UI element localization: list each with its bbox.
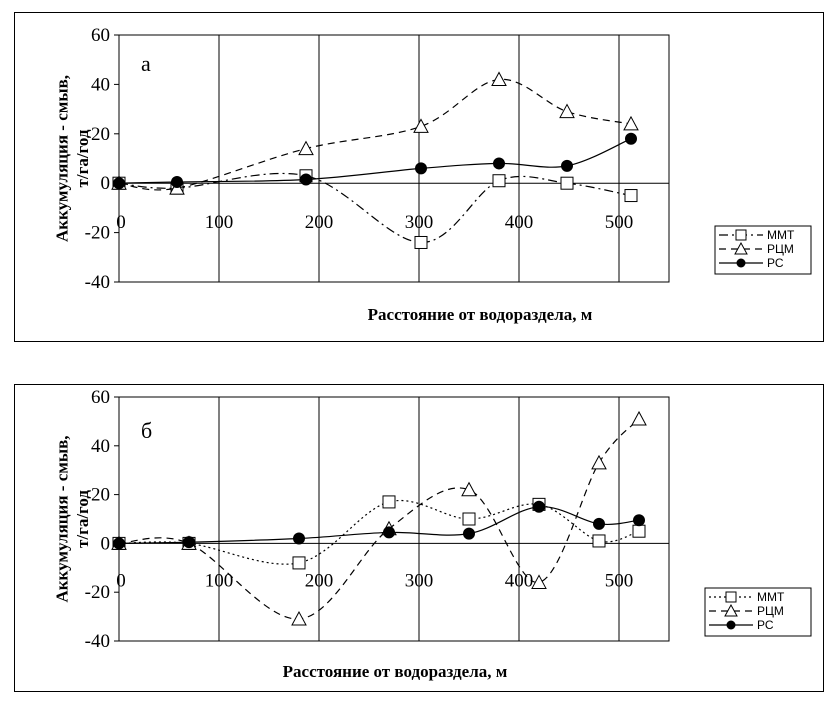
y-axis-title-line: т/га/год <box>73 129 92 187</box>
panel-label: а <box>141 51 151 76</box>
legend-circle-marker <box>736 258 746 268</box>
x-tick-label: 300 <box>405 212 434 233</box>
legend-label: РЦМ <box>757 604 784 618</box>
y-tick-label: -20 <box>85 223 110 244</box>
data-point-square <box>632 524 646 538</box>
data-point-circle <box>463 527 475 540</box>
data-point-circle <box>593 517 605 530</box>
y-tick-label: 20 <box>91 485 110 506</box>
data-point-triangle <box>623 115 639 131</box>
data-point-triangle <box>461 481 477 497</box>
legend-label: РС <box>767 256 784 270</box>
legend-label: РЦМ <box>767 242 794 256</box>
data-point-square <box>492 174 506 188</box>
data-point-square <box>560 176 574 190</box>
data-point-circle <box>383 526 395 539</box>
data-point-triangle <box>413 118 429 133</box>
data-point-circle <box>493 157 505 170</box>
data-point-circle <box>415 162 427 175</box>
chart-panel-b: 60 40 20 0 -20 -40 0 100 200 300 400 500 Аккумуляция… <box>14 384 824 692</box>
plot-area <box>118 396 670 642</box>
y-axis-title-line: Аккумуляция - смыв, <box>53 435 72 602</box>
series-triangle <box>111 410 647 626</box>
data-point-circle <box>183 536 195 549</box>
x-tick-label: 200 <box>305 212 334 233</box>
y-tick-label: 20 <box>91 124 110 145</box>
y-tick-label: 0 <box>101 533 111 554</box>
data-point-triangle <box>491 71 507 86</box>
y-tick-label: -40 <box>85 631 110 652</box>
plot-area <box>118 34 670 283</box>
series-line <box>118 499 640 565</box>
data-point-square <box>624 189 638 203</box>
series-line <box>118 418 640 620</box>
data-point-triangle <box>298 140 314 156</box>
legend-square-marker <box>725 591 737 603</box>
y-axis-title-line: Аккумуляция - смыв, <box>53 75 72 242</box>
y-tick-label: -40 <box>85 272 110 293</box>
y-axis-title-line: т/га/год <box>73 490 92 548</box>
data-point-triangle <box>591 454 607 470</box>
y-axis-title: Аккумуляция - смыв,т/га/год <box>53 435 92 602</box>
series-line <box>118 138 632 184</box>
data-point-circle <box>113 537 125 550</box>
data-point-square <box>382 495 396 509</box>
legend-label: РС <box>757 618 774 632</box>
data-point-circle <box>533 500 545 513</box>
series-line <box>118 506 640 544</box>
legend-square-marker <box>735 229 747 241</box>
data-point-triangle <box>559 103 575 119</box>
x-tick-label: 300 <box>405 570 434 591</box>
x-tick-label: 500 <box>605 212 634 233</box>
y-tick-label: 0 <box>101 173 111 194</box>
x-tick-label: 100 <box>205 212 234 233</box>
data-point-circle <box>293 532 305 545</box>
x-tick-label: 200 <box>305 570 334 591</box>
data-point-circle <box>171 175 183 188</box>
y-tick-label: 60 <box>91 25 110 46</box>
data-point-circle <box>561 159 573 172</box>
legend-circle-marker <box>726 620 736 630</box>
data-point-square <box>292 556 306 570</box>
data-point-circle <box>625 132 637 145</box>
chart-panel-a: 60 40 20 0 -20 -40 0 100 200 300 400 500 Аккумуляция… <box>14 12 824 342</box>
y-tick-label: 60 <box>91 387 110 408</box>
y-tick-label: 40 <box>91 74 110 95</box>
data-point-triangle <box>291 610 307 626</box>
y-tick-label: 40 <box>91 436 110 457</box>
legend-triangle-marker <box>724 603 738 617</box>
x-tick-label: 0 <box>116 212 126 233</box>
y-axis-title: Аккумуляция - смыв,т/га/год <box>53 75 92 242</box>
data-point-circle <box>113 177 125 190</box>
x-tick-label: 400 <box>505 212 534 233</box>
data-point-triangle <box>631 410 647 426</box>
series-circle <box>113 132 637 190</box>
legend-label: ММТ <box>757 590 785 604</box>
series-circle <box>113 500 645 550</box>
legend-box <box>714 225 812 275</box>
x-tick-label: 500 <box>605 570 634 591</box>
data-point-triangle <box>531 574 547 589</box>
legend-triangle-marker <box>734 241 748 255</box>
x-axis-title: Расстояние от водораздела, м <box>283 662 508 681</box>
series-triangle <box>111 71 639 195</box>
data-point-circle <box>633 514 645 527</box>
legend-box <box>704 587 812 637</box>
panel-label: б <box>141 418 152 443</box>
data-point-square <box>592 534 606 548</box>
legend-label: ММТ <box>767 228 795 242</box>
x-tick-label: 100 <box>205 570 234 591</box>
y-tick-label: -20 <box>85 582 110 603</box>
data-point-square <box>462 512 476 526</box>
x-axis-title: Расстояние от водораздела, м <box>368 305 593 324</box>
x-tick-label: 400 <box>505 570 534 591</box>
x-tick-label: 0 <box>116 570 126 591</box>
data-point-circle <box>300 173 312 186</box>
data-point-square <box>414 235 428 249</box>
